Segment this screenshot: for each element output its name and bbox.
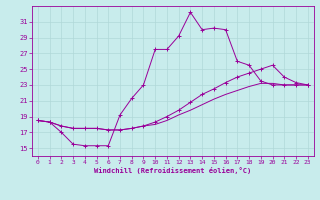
X-axis label: Windchill (Refroidissement éolien,°C): Windchill (Refroidissement éolien,°C) [94,167,252,174]
